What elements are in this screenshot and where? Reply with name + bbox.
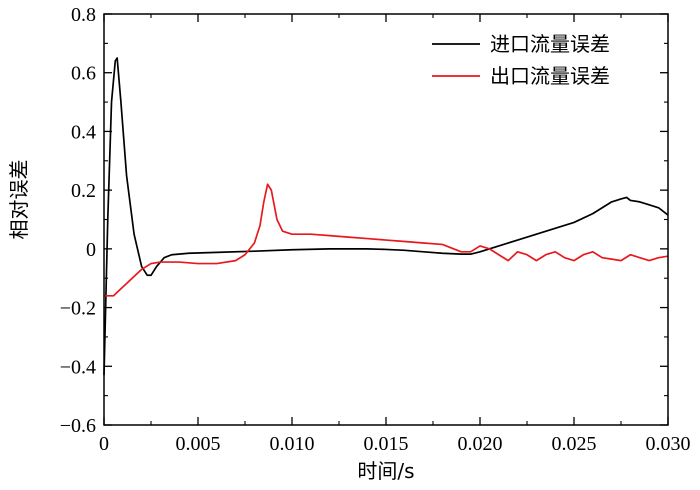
y-tick-label: 0.6 (71, 63, 96, 85)
series-lines (103, 57, 669, 376)
x-tick-label: 0.020 (458, 433, 503, 455)
legend-label-inlet: 进口流量误差 (490, 32, 610, 56)
y-tick-label: 0.8 (71, 4, 96, 26)
y-tick-label: −0.2 (60, 298, 96, 320)
plot-frame (103, 13, 669, 426)
tick-labels: 0 0.005 0.010 0.015 0.020 0.025 0.030 −0.6 −0.4 −… (60, 4, 691, 455)
legend-label-outlet: 出口流量误差 (490, 64, 610, 88)
x-tick-label: 0 (99, 433, 109, 455)
y-tick-label: 0.2 (71, 180, 96, 202)
series-line-inlet (103, 57, 669, 376)
x-axis-label: 时间/s (357, 459, 414, 483)
y-tick-label: −0.6 (60, 415, 96, 437)
x-tick-label: 0.015 (364, 433, 409, 455)
legend: 进口流量误差 出口流量误差 (432, 32, 610, 88)
y-axis-label: 相对误差 (7, 160, 31, 240)
x-tick-label: 0.030 (646, 433, 691, 455)
series-line-outlet (104, 183, 669, 297)
y-tick-label: 0.4 (71, 121, 96, 143)
x-tick-label: 0.005 (176, 433, 221, 455)
x-tick-label: 0.010 (270, 433, 315, 455)
x-tick-label: 0.025 (552, 433, 597, 455)
y-tick-label: 0 (86, 239, 96, 261)
y-tick-label: −0.4 (60, 356, 96, 378)
